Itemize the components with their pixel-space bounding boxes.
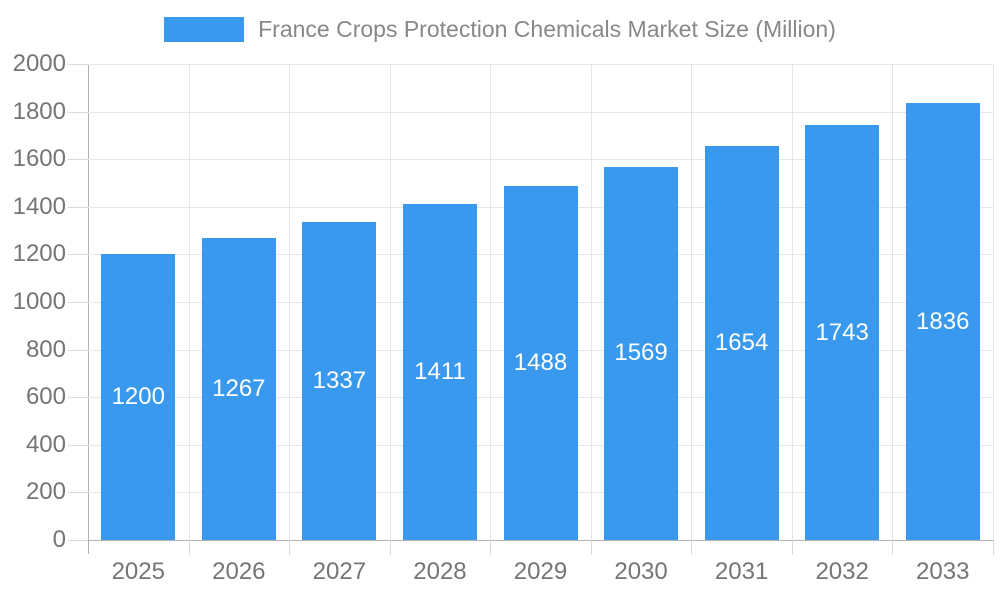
bar[interactable] [604,166,679,540]
y-axis-tick-label: 800 [25,335,66,363]
x-axis-line [68,540,993,541]
bar-value-label: 1569 [614,339,668,367]
x-axis-category-label: 2031 [714,558,769,585]
x-axis-category-label: 2025 [111,558,165,585]
y-tick [68,159,88,161]
gridline-h [88,159,993,161]
x-axis-category-label: 2028 [413,558,467,585]
y-tick [68,397,88,399]
x-tick [490,540,492,555]
bar[interactable] [101,254,176,540]
gridline-v [892,64,894,540]
bar-value-label: 1654 [714,329,769,357]
bar-value-label: 1836 [916,307,970,335]
x-tick [389,540,391,555]
y-axis-tick-label: 1200 [12,240,66,268]
y-tick [68,64,88,65]
gridline-v [791,64,793,540]
y-axis-tick-label: 400 [25,430,66,458]
bar[interactable] [201,238,276,540]
y-axis-tick-label: 1000 [12,288,66,315]
legend-label: France Crops Protection Chemicals Market… [258,16,836,42]
bar[interactable] [402,204,477,540]
y-axis-tick-label: 200 [25,478,66,506]
gridline-v [590,64,592,540]
y-tick [68,206,88,208]
bar-value-label: 1743 [815,318,869,346]
x-axis-category-label: 2026 [212,558,266,585]
bar-value-label: 1488 [513,348,568,376]
bar-value-label: 1200 [111,383,165,411]
gridline-v [188,64,190,540]
gridline-v [289,64,291,540]
x-tick [791,540,793,555]
bar[interactable] [302,221,377,540]
bar-value-label: 1337 [312,366,367,394]
gridline-h [88,111,993,113]
y-tick [68,492,88,494]
y-tick [68,302,88,303]
y-axis-tick-label: 2000 [12,50,66,77]
x-tick [590,540,592,555]
bar-value-label: 1267 [212,375,266,403]
x-axis-category-label: 2027 [312,558,367,585]
y-tick [68,540,88,541]
bar[interactable] [805,125,880,540]
y-axis-tick-label: 1600 [12,145,66,173]
x-tick [188,540,190,555]
bar[interactable] [905,103,980,540]
gridline-v [490,64,492,540]
gridline-v [691,64,693,540]
x-tick [691,540,693,555]
bar[interactable] [704,146,779,540]
x-axis-category-label: 2032 [815,558,869,585]
x-tick [993,540,994,555]
gridline-h [88,64,993,65]
x-axis-category-label: 2029 [513,558,568,585]
gridline-v [389,64,391,540]
legend-swatch [164,17,245,42]
plot-area: 1200 1267 1337 1411 1488 1569 1654 1743 1836 [88,64,994,540]
legend[interactable]: France Crops Protection Chemicals Market… [0,16,1000,43]
bar-value-label: 1411 [414,358,466,386]
y-tick [68,254,88,256]
y-axis-tick-label: 0 [52,526,66,553]
y-axis-tick-label: 1800 [12,97,66,125]
x-axis-category-label: 2030 [614,558,668,585]
x-axis-category-label: 2033 [916,558,970,585]
x-tick [289,540,291,555]
y-axis-tick-label: 600 [25,383,66,411]
y-tick [68,111,88,113]
y-tick [68,349,88,351]
y-axis-tick-label: 1400 [12,192,66,220]
gridline-v [993,64,994,540]
bar[interactable] [503,185,578,540]
x-tick [892,540,894,555]
y-axis-line [88,64,89,554]
y-tick [68,444,88,446]
